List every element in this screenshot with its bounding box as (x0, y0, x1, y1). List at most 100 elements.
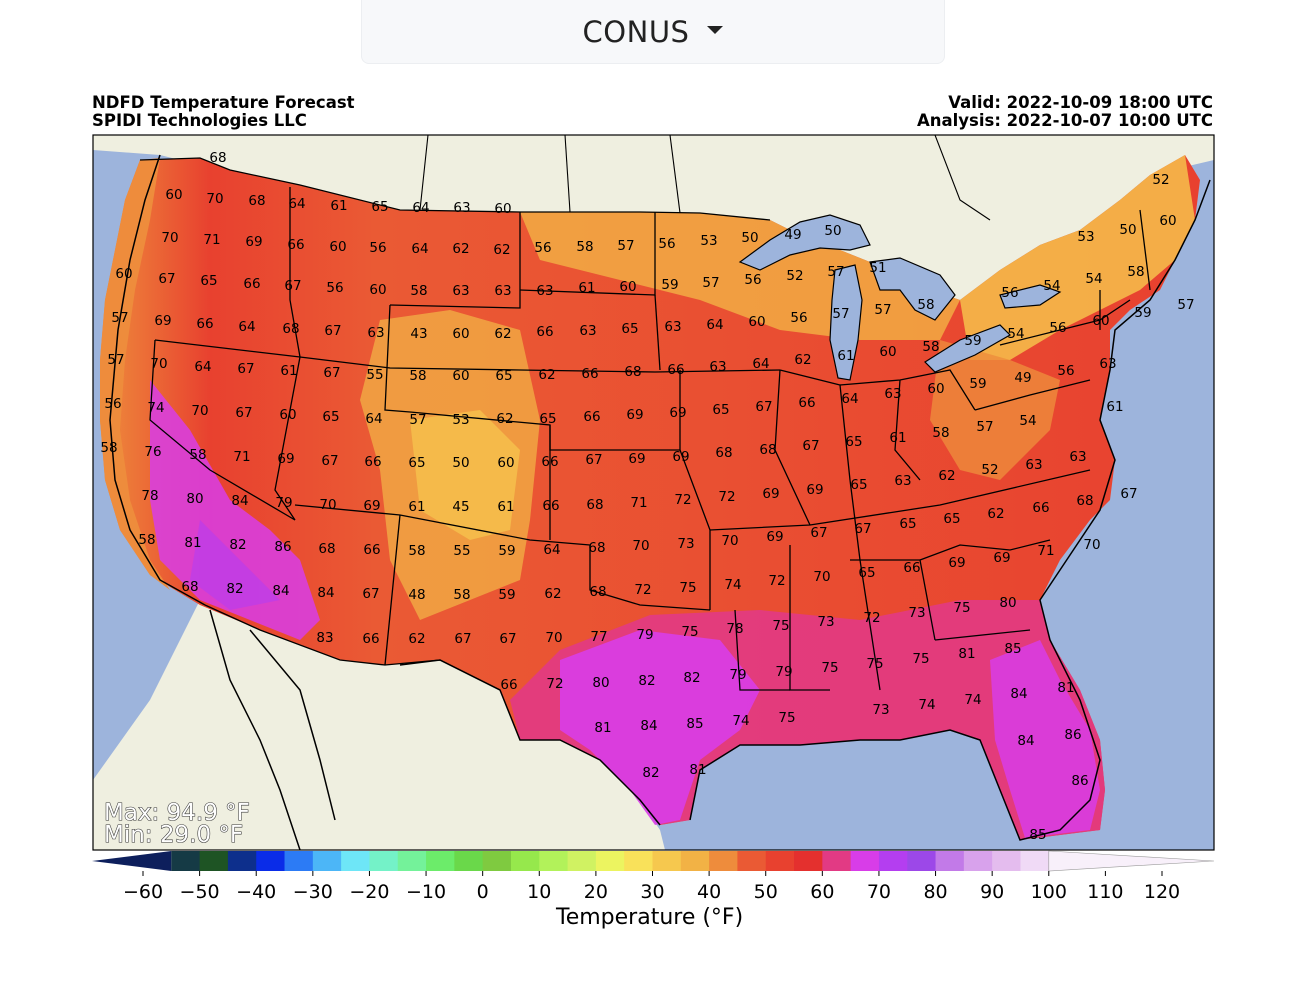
colorbar-swatch (369, 851, 399, 871)
colorbar-tick-label: 70 (867, 881, 891, 903)
city-temp-label: 63 (1099, 356, 1116, 372)
city-temp-label: 67 (158, 271, 175, 287)
city-temp-label: 66 (581, 366, 598, 382)
city-temp-label: 69 (762, 486, 779, 502)
chart-credit: SPIDI Technologies LLC (92, 111, 307, 130)
max-stat: Max: 94.9 °F (104, 800, 250, 826)
coastlines (109, 154, 1211, 850)
colorbar-label: Temperature (°F) (556, 905, 744, 930)
city-temp-label: 72 (718, 489, 735, 505)
city-temp-label: 63 (453, 200, 470, 216)
city-temp-label: 61 (889, 430, 906, 446)
colorbar-swatch (341, 851, 370, 871)
city-temp-label: 61 (497, 499, 514, 515)
city-temp-label: 69 (245, 234, 262, 250)
city-temp-label: 82 (226, 581, 243, 597)
city-temp-label: 78 (141, 488, 158, 504)
purple-zone-sw (190, 520, 280, 610)
city-temp-label: 74 (732, 713, 749, 729)
city-temp-label: 77 (590, 629, 607, 645)
city-temp-label: 72 (863, 610, 880, 626)
colorbar-tick-label: −40 (236, 881, 276, 903)
colorbar-ticks: −60 −50 −40 −30 −20 −10 0 10 20 30 40 50 60 70 80 90 100… (123, 871, 1180, 903)
city-temp-label: 56 (1001, 285, 1018, 301)
city-temp-label: 70 (191, 403, 208, 419)
city-temp-label: 56 (104, 396, 121, 412)
city-temp-label: 85 (686, 716, 703, 732)
city-temp-label: 80 (592, 675, 609, 691)
city-temp-label: 68 (586, 497, 603, 513)
city-temp-label: 71 (203, 232, 220, 248)
city-temp-label: 54 (1007, 326, 1024, 342)
analysis-time: Analysis: 2022-10-07 10:00 UTC (916, 111, 1213, 130)
city-temp-label: 58 (410, 283, 427, 299)
city-temp-label: 61 (330, 198, 347, 214)
city-temp-label: 64 (706, 317, 723, 333)
city-temp-label: 60 (494, 201, 511, 217)
city-temp-label: 65 (712, 402, 729, 418)
city-temp-label: 43 (410, 326, 427, 342)
city-temp-label: 70 (545, 630, 562, 646)
colorbar-swatch (878, 851, 908, 871)
city-temp-label: 61 (837, 348, 854, 364)
city-temp-label: 60 (748, 314, 765, 330)
city-temp-label: 63 (1069, 449, 1086, 465)
city-temp-label: 66 (196, 316, 213, 332)
lake-michigan (829, 264, 863, 381)
region-selector[interactable]: CONUS (361, 0, 945, 64)
city-temp-label: 65 (943, 511, 960, 527)
city-temp-label: 55 (366, 367, 383, 383)
city-temp-label: 70 (150, 356, 167, 372)
city-temp-label: 62 (493, 242, 510, 258)
city-temp-label: 67 (1120, 486, 1137, 502)
colorbar-swatch (765, 851, 795, 871)
city-temp-label: 63 (452, 283, 469, 299)
colorbar-swatch (397, 851, 427, 871)
city-temp-label: 57 (409, 412, 426, 428)
colorbar-swatch (794, 851, 823, 871)
city-temp-label: 49 (784, 227, 801, 243)
city-temp-label: 63 (709, 359, 726, 375)
colorbar-swatch (680, 851, 710, 871)
city-temp-label: 81 (594, 720, 611, 736)
city-temp-label: 67 (585, 452, 602, 468)
city-temp-label: 80 (999, 595, 1016, 611)
city-temp-label: 79 (636, 627, 653, 643)
city-temp-label: 54 (1043, 278, 1060, 294)
city-temp-label: 62 (452, 241, 469, 257)
city-temp-label: 67 (755, 399, 772, 415)
colorbar-swatch (454, 851, 484, 871)
city-temp-label: 60 (497, 455, 514, 471)
city-temp-label: 68 (588, 540, 605, 556)
city-temp-label: 66 (536, 324, 553, 340)
city-temp-label: 61 (578, 280, 595, 296)
city-temp-label: 58 (453, 587, 470, 603)
city-temp-label: 86 (1071, 773, 1088, 789)
colorbar-swatch (822, 851, 852, 871)
city-temp-label: 83 (316, 630, 333, 646)
canada-lines (419, 135, 991, 221)
valid-time: Valid: 2022-10-09 18:00 UTC (948, 93, 1213, 112)
city-temp-label: 67 (362, 586, 379, 602)
city-temp-label: 65 (845, 434, 862, 450)
city-temp-label: 66 (798, 395, 815, 411)
city-temp-label: 51 (869, 260, 886, 276)
colorbar-max-arrow (1048, 850, 1215, 872)
city-temp-label: 65 (322, 409, 339, 425)
city-temp-label: 60 (329, 239, 346, 255)
city-temp-label: 59 (964, 333, 981, 349)
city-temp-label: 62 (544, 586, 561, 602)
city-temp-label: 60 (927, 381, 944, 397)
city-temp-label: 61 (280, 363, 297, 379)
city-temp-label: 81 (1057, 680, 1074, 696)
city-temp-label: 67 (235, 405, 252, 421)
city-temp-label: 65 (408, 455, 425, 471)
city-temp-label: 62 (938, 468, 955, 484)
city-temp-label: 75 (772, 618, 789, 634)
city-temp-label: 45 (452, 499, 469, 515)
city-temp-label: 60 (279, 407, 296, 423)
city-temp-label: 54 (1085, 271, 1102, 287)
city-temp-label: 66 (364, 454, 381, 470)
city-temp-label: 73 (872, 702, 889, 718)
caret-down-icon[interactable] (707, 25, 724, 34)
